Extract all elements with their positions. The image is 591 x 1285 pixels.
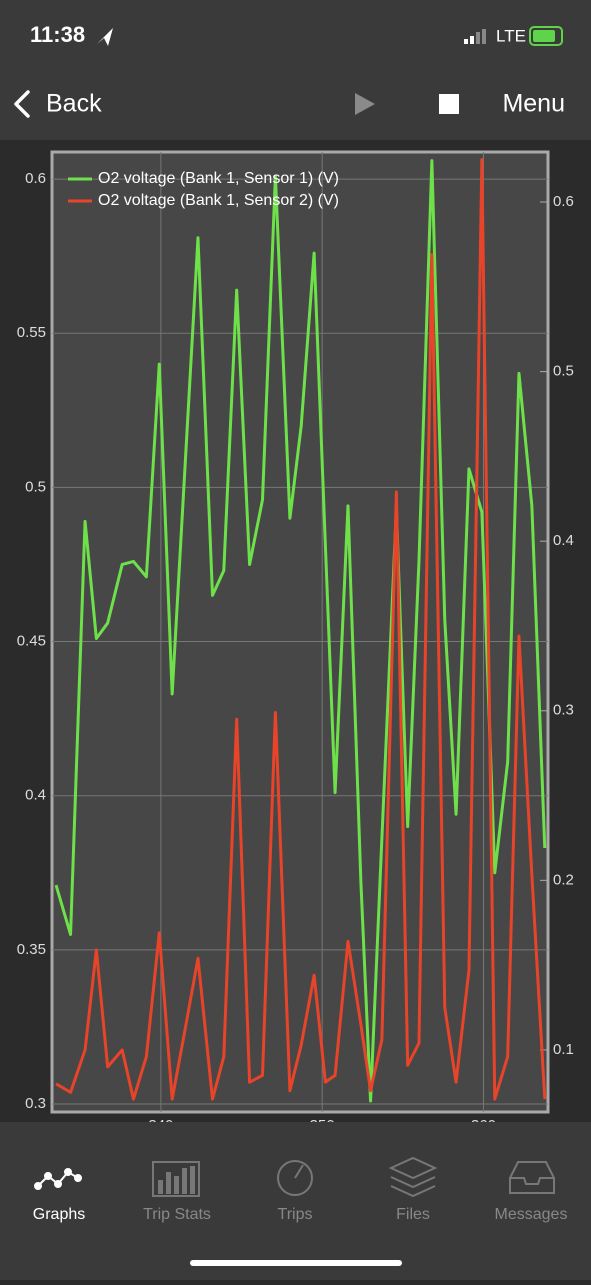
graphs-icon[interactable] xyxy=(34,1168,82,1190)
y-tick-label: 0.6 xyxy=(25,170,46,187)
tab-bar xyxy=(0,1122,591,1280)
y2-tick-label: 0.4 xyxy=(553,532,574,549)
y2-tick-label: 0.1 xyxy=(553,1041,574,1058)
messages-icon[interactable] xyxy=(509,1161,555,1194)
menu-button[interactable]: Menu xyxy=(502,90,565,118)
plot-area xyxy=(50,150,550,1114)
series-line xyxy=(55,158,547,1101)
chart: 3403503600.30.350.40.450.50.550.60.10.20… xyxy=(17,152,574,1134)
tab-label[interactable]: Trips xyxy=(278,1206,313,1223)
play-button[interactable] xyxy=(355,93,375,115)
back-chevron[interactable] xyxy=(14,90,30,118)
trip-stats-icon[interactable] xyxy=(152,1161,200,1197)
top-bar xyxy=(0,0,591,140)
battery-fill xyxy=(533,30,555,42)
y-tick-label: 0.4 xyxy=(25,787,46,804)
battery-icon xyxy=(529,26,563,46)
tab-label[interactable]: Messages xyxy=(495,1206,568,1223)
y-tick-label: 0.3 xyxy=(25,1095,46,1112)
home-indicator xyxy=(190,1260,402,1266)
y2-tick-label: 0.5 xyxy=(553,363,574,380)
y2-tick-label: 0.2 xyxy=(553,871,574,888)
back-button[interactable]: Back xyxy=(46,90,102,118)
location-icon xyxy=(97,28,113,46)
tab-label[interactable]: Files xyxy=(396,1206,430,1223)
y2-tick-label: 0.3 xyxy=(553,702,574,719)
y-tick-label: 0.45 xyxy=(17,633,46,650)
tab-label[interactable]: Trip Stats xyxy=(143,1206,211,1223)
signal-icon xyxy=(464,29,486,44)
y2-tick-label: 0.6 xyxy=(553,193,574,210)
trips-icon[interactable] xyxy=(277,1160,313,1196)
y-tick-label: 0.35 xyxy=(17,941,46,958)
y-tick-label: 0.5 xyxy=(25,478,46,495)
network-label: LTE xyxy=(496,26,526,45)
y-tick-label: 0.55 xyxy=(17,324,46,341)
clock: 11:38 xyxy=(30,22,85,47)
legend-label: O2 voltage (Bank 1, Sensor 2) (V) xyxy=(98,192,339,209)
stop-button[interactable] xyxy=(439,94,459,114)
files-icon[interactable] xyxy=(388,1156,438,1198)
series-line xyxy=(54,159,547,1103)
tab-label[interactable]: Graphs xyxy=(33,1206,85,1223)
legend-label: O2 voltage (Bank 1, Sensor 1) (V) xyxy=(98,170,339,187)
